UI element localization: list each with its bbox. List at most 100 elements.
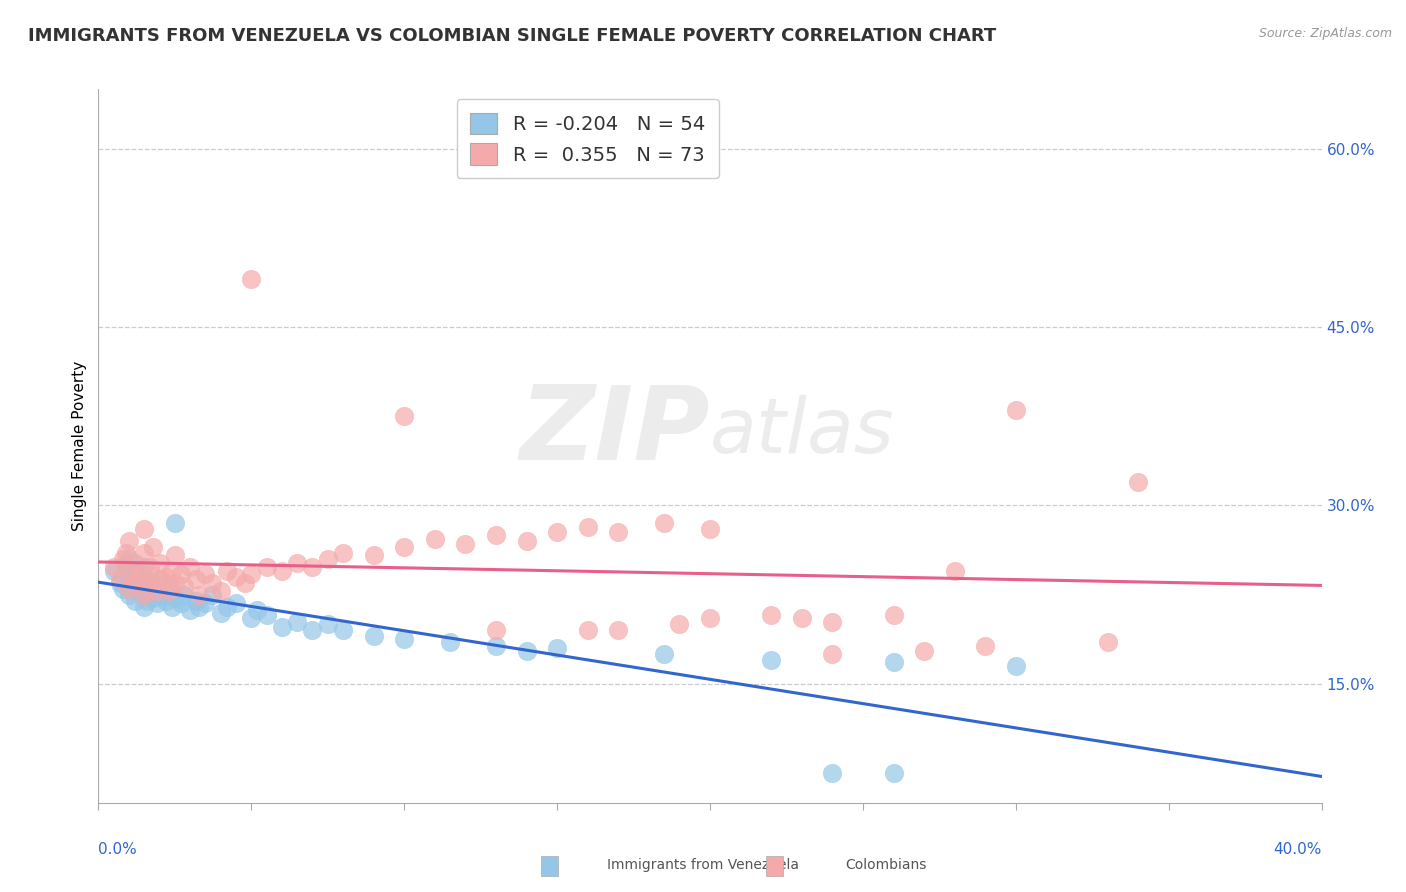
- Point: [118, 582, 141, 596]
- Point: [392, 540, 416, 554]
- Point: [155, 593, 177, 607]
- Point: [124, 556, 146, 570]
- Point: [149, 572, 172, 586]
- Point: [115, 558, 138, 572]
- Point: [115, 546, 138, 560]
- Point: [170, 567, 193, 582]
- Point: [821, 766, 844, 780]
- Point: [194, 596, 217, 610]
- Point: [163, 516, 186, 531]
- Point: [155, 570, 177, 584]
- Point: [516, 534, 538, 549]
- Point: [139, 560, 162, 574]
- Point: [200, 588, 222, 602]
- Point: [124, 593, 146, 607]
- Point: [103, 564, 125, 578]
- Point: [118, 534, 141, 549]
- Point: [136, 582, 159, 596]
- Point: [163, 549, 186, 563]
- Point: [652, 647, 675, 661]
- Point: [392, 632, 416, 646]
- Point: [179, 560, 201, 574]
- Point: [118, 570, 141, 584]
- Point: [136, 593, 159, 607]
- Point: [485, 639, 508, 653]
- Point: [668, 617, 690, 632]
- Point: [392, 409, 416, 424]
- Text: ZIP: ZIP: [519, 381, 710, 483]
- Point: [301, 624, 323, 638]
- Point: [607, 624, 630, 638]
- Point: [134, 522, 156, 536]
- Point: [363, 629, 385, 643]
- Point: [546, 524, 568, 539]
- Point: [127, 584, 149, 599]
- Point: [285, 556, 308, 570]
- Point: [516, 643, 538, 657]
- Point: [270, 620, 292, 634]
- Point: [194, 567, 217, 582]
- Point: [256, 560, 278, 574]
- Point: [142, 540, 165, 554]
- Point: [1128, 475, 1150, 489]
- Point: [124, 564, 146, 578]
- Point: [118, 564, 141, 578]
- Point: [485, 624, 508, 638]
- Point: [1004, 659, 1026, 673]
- Point: [332, 546, 354, 560]
- Point: [134, 567, 156, 582]
- Text: Source: ZipAtlas.com: Source: ZipAtlas.com: [1258, 27, 1392, 40]
- Point: [790, 611, 813, 625]
- Text: 0.0%: 0.0%: [98, 842, 138, 857]
- Point: [759, 653, 782, 667]
- Text: Colombians: Colombians: [845, 858, 927, 872]
- Point: [699, 611, 721, 625]
- Point: [149, 588, 172, 602]
- Point: [209, 584, 232, 599]
- Point: [316, 552, 339, 566]
- Point: [233, 575, 256, 590]
- Point: [883, 656, 905, 670]
- Point: [157, 584, 180, 599]
- Point: [134, 599, 156, 614]
- Point: [943, 564, 966, 578]
- Point: [285, 615, 308, 629]
- Point: [103, 560, 125, 574]
- Point: [188, 599, 211, 614]
- Text: Immigrants from Venezuela: Immigrants from Venezuela: [607, 858, 799, 872]
- Point: [215, 599, 238, 614]
- Point: [160, 564, 183, 578]
- Point: [215, 564, 238, 578]
- Point: [332, 624, 354, 638]
- Point: [108, 572, 131, 586]
- Point: [170, 596, 193, 610]
- Point: [821, 647, 844, 661]
- Point: [759, 607, 782, 622]
- Text: IMMIGRANTS FROM VENEZUELA VS COLOMBIAN SINGLE FEMALE POVERTY CORRELATION CHART: IMMIGRANTS FROM VENEZUELA VS COLOMBIAN S…: [28, 27, 997, 45]
- Point: [821, 615, 844, 629]
- Point: [576, 624, 599, 638]
- Point: [173, 588, 195, 602]
- Point: [111, 552, 134, 566]
- Point: [142, 591, 165, 606]
- Point: [883, 607, 905, 622]
- Point: [173, 579, 195, 593]
- Point: [316, 617, 339, 632]
- Point: [145, 584, 167, 599]
- Point: [699, 522, 721, 536]
- Point: [576, 520, 599, 534]
- Point: [179, 603, 201, 617]
- Point: [607, 524, 630, 539]
- Legend: R = -0.204   N = 54, R =  0.355   N = 73: R = -0.204 N = 54, R = 0.355 N = 73: [457, 99, 718, 178]
- Point: [149, 556, 172, 570]
- Point: [163, 591, 186, 606]
- Point: [142, 575, 165, 590]
- Point: [186, 572, 208, 586]
- Point: [108, 575, 131, 590]
- Point: [240, 567, 263, 582]
- Y-axis label: Single Female Poverty: Single Female Poverty: [72, 361, 87, 531]
- Point: [111, 582, 134, 596]
- Point: [652, 516, 675, 531]
- Point: [200, 575, 222, 590]
- Point: [301, 560, 323, 574]
